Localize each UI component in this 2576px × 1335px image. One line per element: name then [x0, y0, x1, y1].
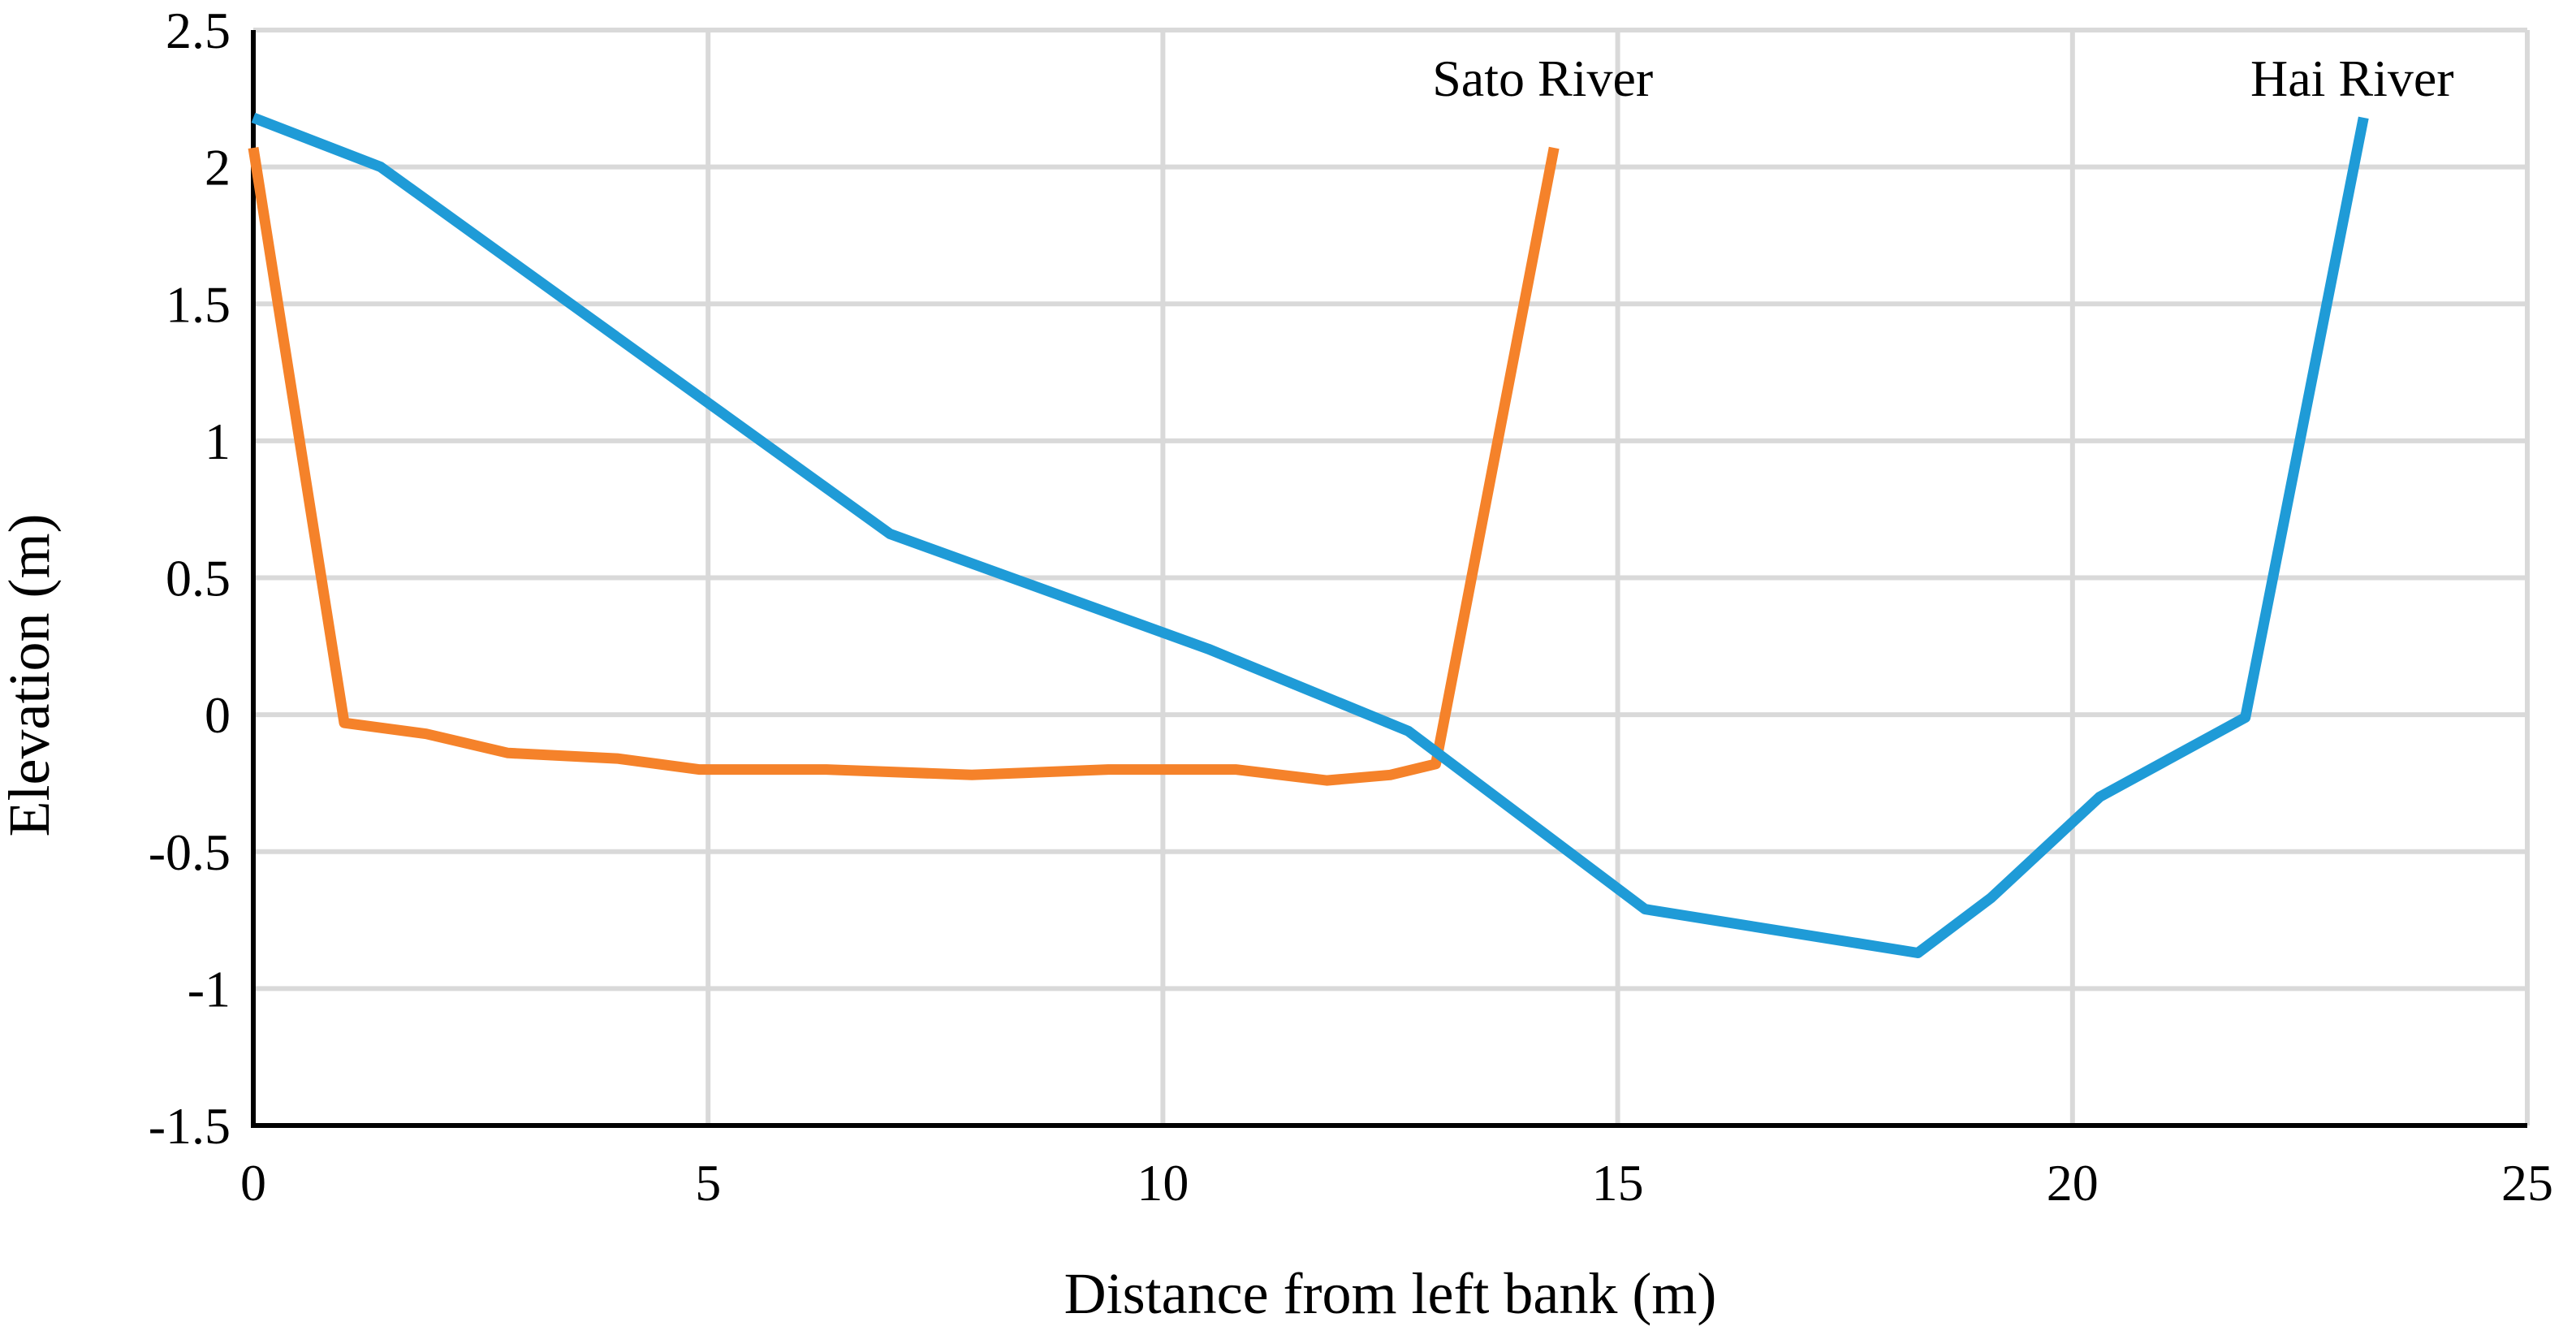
- x-axis-title: Distance from left bank (m): [1064, 1261, 1717, 1326]
- y-tick-label: 2: [205, 139, 231, 197]
- x-tick-label: 5: [695, 1154, 721, 1212]
- x-tick-label: 20: [2047, 1154, 2099, 1212]
- series-label-sato-river: Sato River: [1432, 50, 1653, 107]
- x-tick-label: 25: [2501, 1154, 2553, 1212]
- x-tick-label: 0: [240, 1154, 266, 1212]
- x-tick-label: 15: [1592, 1154, 1644, 1212]
- y-tick-label: -1.5: [149, 1097, 231, 1155]
- y-tick-label: 1.5: [166, 275, 231, 333]
- series-label-hai-river: Hai River: [2250, 50, 2454, 107]
- gridlines: [253, 28, 2530, 1125]
- y-tick-label: -1: [188, 960, 231, 1017]
- axes: [251, 30, 2527, 1128]
- series-line-hai-river: [251, 112, 2369, 958]
- y-tick-label: 1: [205, 413, 231, 470]
- x-tick-label: 10: [1137, 1154, 1189, 1212]
- series-line-sato-river: [248, 146, 1560, 786]
- y-tick-label: 0: [205, 686, 231, 744]
- y-axis-title: Elevation (m): [0, 514, 62, 837]
- series-lines: [248, 112, 2369, 958]
- y-tick-label: 0.5: [166, 550, 231, 607]
- y-tick-label: -0.5: [149, 823, 231, 881]
- y-tick-label: 2.5: [166, 2, 231, 59]
